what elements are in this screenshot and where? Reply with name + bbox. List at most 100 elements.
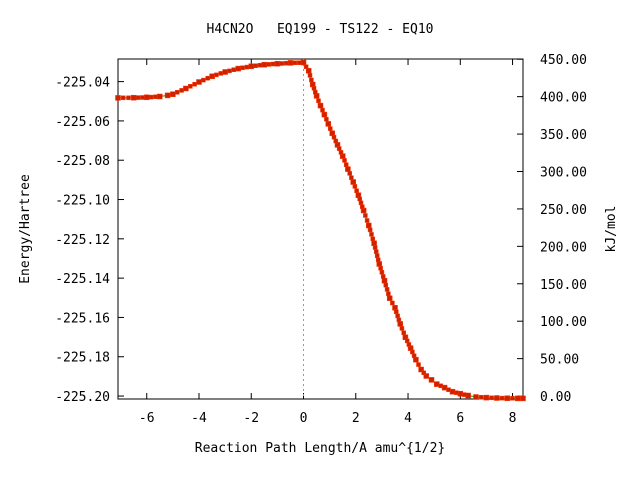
x-tick-label: -6 [139, 411, 155, 426]
data-point-marker [416, 362, 421, 367]
data-point-marker [333, 138, 338, 144]
data-point [130, 94, 137, 101]
data-point-marker [373, 249, 379, 254]
data-point-marker [192, 81, 197, 87]
data-point-marker [383, 282, 389, 288]
data-point-marker [401, 330, 406, 336]
data-point-marker [174, 90, 180, 95]
data-point-marker [384, 287, 390, 292]
data-point-marker [303, 64, 309, 69]
data-point-marker [336, 146, 342, 151]
y-tick-label: -225.14 [55, 272, 110, 287]
y2-tick-labels: 450.00 400.00 350.00 300.00 250.00 200.00 150.… [540, 53, 587, 405]
data-point-marker [360, 204, 365, 209]
data-point [428, 377, 435, 383]
data-point-marker [244, 64, 250, 70]
data-point [366, 222, 372, 229]
y-tick-label: -225.08 [55, 154, 110, 169]
y-tick-label: -225.18 [55, 351, 110, 366]
data-point-marker [396, 317, 402, 323]
data-point-marker [126, 95, 131, 101]
data-point-marker [120, 95, 126, 101]
data-point [350, 179, 356, 185]
data-point [423, 373, 430, 379]
y-tick-label: -225.06 [55, 115, 110, 130]
data-point [381, 277, 388, 284]
data-point-marker [374, 253, 380, 258]
y2-tick-label: 100.00 [540, 315, 587, 330]
y-tick-label: -225.20 [55, 390, 110, 405]
data-point [183, 85, 189, 92]
data-point-marker [379, 270, 385, 275]
data-point-marker [296, 60, 302, 65]
data-point-marker [338, 150, 344, 155]
data-point-marker [369, 232, 374, 237]
data-point [494, 395, 500, 401]
data-point-marker [292, 60, 298, 66]
data-point [157, 93, 163, 100]
data-point-marker [320, 107, 325, 113]
data-point-marker [331, 134, 337, 140]
data-point [274, 60, 281, 67]
y-axis-label: Energy/Hartree [18, 174, 33, 284]
data-point-marker [461, 392, 467, 397]
y-tick-label: -225.16 [55, 311, 110, 326]
plot-frame [117, 58, 524, 400]
data-point [317, 102, 324, 109]
data-point-marker [188, 84, 193, 89]
data-point-marker [399, 326, 405, 331]
data-point-marker [354, 188, 359, 194]
y-tick-label: -225.12 [55, 233, 110, 248]
x-tick-label: 6 [456, 411, 464, 426]
data-point-marker [372, 245, 378, 250]
data-point-marker [253, 63, 258, 68]
y2-tick-label: 200.00 [540, 240, 587, 255]
data-point-marker [257, 62, 263, 68]
data-point-marker [454, 390, 459, 395]
data-point-marker [370, 236, 376, 242]
data-point-marker [394, 309, 399, 315]
y2-tick-label: 350.00 [540, 128, 587, 143]
data-point-marker [478, 395, 484, 400]
data-point [473, 394, 479, 400]
data-point-marker [179, 88, 184, 93]
data-point [287, 60, 294, 66]
data-point [305, 68, 312, 74]
data-point-marker [395, 313, 400, 319]
y-tick-label: -225.10 [55, 194, 110, 209]
x-tick-label: 8 [509, 411, 517, 426]
data-point-marker [309, 77, 314, 83]
data-point-marker [367, 227, 373, 233]
data-point [196, 79, 202, 85]
data-point-marker [352, 184, 358, 189]
data-point-marker [311, 86, 317, 91]
data-point-marker [140, 95, 145, 100]
chart-title: H4CN2O EQ199 - TS122 - EQ10 [207, 22, 434, 37]
data-point [325, 121, 332, 127]
data-point-marker [375, 257, 381, 263]
data-point [483, 394, 490, 401]
data-point-marker [214, 72, 219, 78]
y2-tick-label: 150.00 [540, 278, 587, 293]
x-axis-label: Reaction Path Length/A amu^{1/2} [195, 441, 445, 456]
y2-tick-label: 450.00 [540, 53, 587, 68]
data-point-marker [411, 353, 417, 359]
data-point-marker [135, 95, 141, 100]
data-point-marker [328, 126, 333, 131]
data-point-marker [324, 116, 329, 122]
data-point-marker [358, 200, 364, 206]
data-point [300, 59, 307, 66]
data-point-marker [313, 89, 318, 95]
data-point-marker [410, 349, 415, 355]
y2-tick-label: 0.00 [540, 390, 571, 405]
x-tick-label: 2 [352, 411, 360, 426]
data-point [386, 295, 393, 301]
data-point [515, 395, 521, 402]
data-point-marker [218, 71, 224, 76]
data-point-marker [316, 98, 321, 104]
data-point [143, 94, 150, 101]
y2-axis-label: kJ/mol [604, 206, 619, 253]
data-point-marker [227, 68, 232, 74]
data-point-marker [205, 75, 210, 81]
